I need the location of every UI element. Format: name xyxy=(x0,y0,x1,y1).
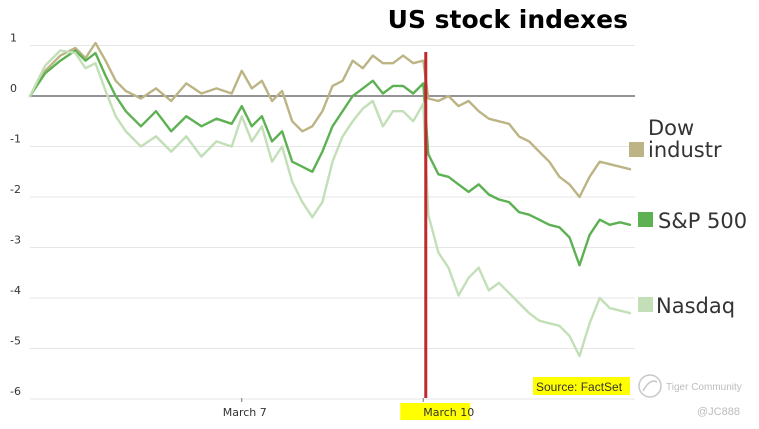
series-lines xyxy=(28,41,632,358)
x-axis-ticks: March 7 March 10 xyxy=(223,398,474,420)
y-tick-label: 1 xyxy=(10,32,17,45)
y-tick-label: 0 xyxy=(10,82,17,95)
source-highlight xyxy=(533,377,630,395)
series-line-nasdaq xyxy=(28,49,632,358)
watermark-brand: Tiger Community xyxy=(666,382,742,393)
tiger-logo-swoosh xyxy=(642,380,658,392)
legend-label: S&P 500 xyxy=(658,209,747,233)
legend-label: Dow xyxy=(648,116,694,140)
y-tick-label: -1 xyxy=(10,133,21,146)
tiger-logo-icon xyxy=(638,374,662,398)
series-line-s-p-500 xyxy=(28,49,632,267)
legend-label: Nasdaq xyxy=(656,294,735,318)
y-tick-label: -2 xyxy=(10,183,21,196)
grid-lines xyxy=(30,45,635,400)
legend-swatch xyxy=(629,142,644,157)
x-tick-highlight xyxy=(400,403,471,420)
y-tick-label: -5 xyxy=(10,335,21,348)
x-tick-label: March 7 xyxy=(223,406,267,419)
x-tick-label: March 10 xyxy=(423,406,474,419)
series-line-dow-industr xyxy=(28,41,632,199)
source-note: Source: FactSet xyxy=(533,377,630,395)
source-text: Source: FactSet xyxy=(536,380,623,394)
watermark: Tiger Community @JC888 xyxy=(638,374,742,418)
watermark-handle: @JC888 xyxy=(697,406,740,418)
y-tick-label: -6 xyxy=(10,385,21,398)
y-tick-label: -4 xyxy=(10,284,21,297)
chart-title: US stock indexes xyxy=(388,5,628,34)
y-tick-label: -3 xyxy=(10,234,21,247)
y-axis-ticks: 1 0 -1 -2 -3 -4 -5 -6 xyxy=(10,32,21,399)
legend-swatch xyxy=(638,297,653,312)
legend-label: industr xyxy=(648,138,722,162)
legend-swatch xyxy=(638,212,653,227)
